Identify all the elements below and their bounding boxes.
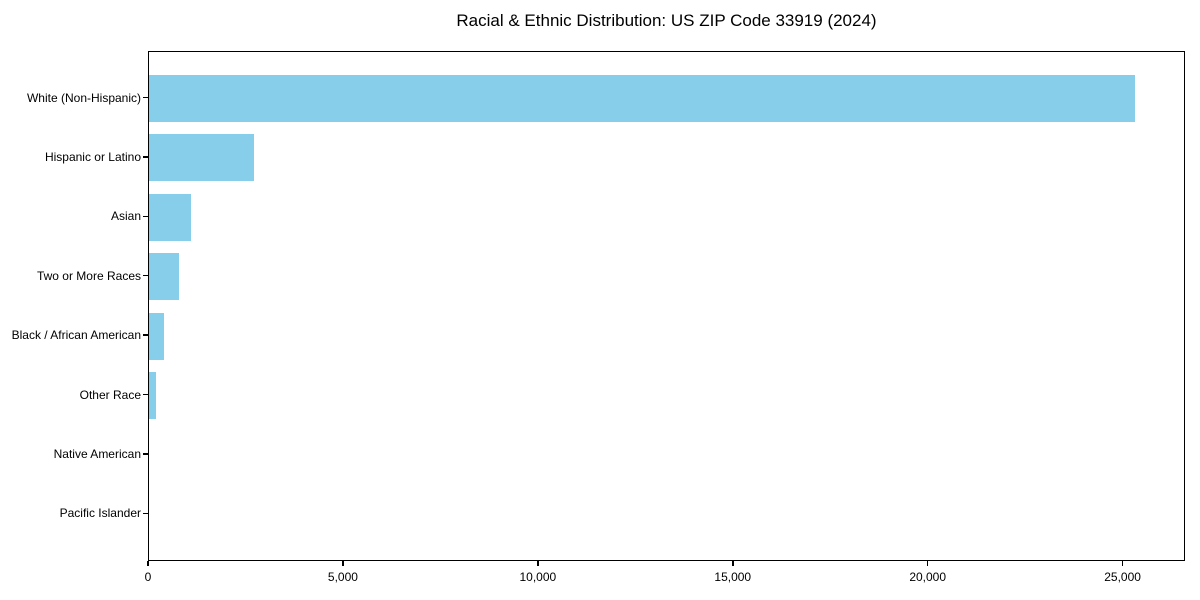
x-tick-label: 25,000 — [1104, 570, 1141, 584]
x-tick-mark — [1121, 561, 1124, 566]
y-tick-mark — [143, 512, 148, 515]
y-tick-mark — [143, 334, 148, 336]
bar-hispanic-or-latino — [149, 134, 254, 182]
bar-black-african-american — [149, 312, 164, 360]
y-tick-mark — [143, 215, 148, 218]
y-tick-label: Native American — [53, 446, 141, 461]
bar-two-or-more-races — [149, 253, 179, 301]
chart-title: Racial & Ethnic Distribution: US ZIP Cod… — [456, 11, 877, 30]
y-tick-label: Other Race — [79, 387, 141, 402]
x-tick-label: 10,000 — [519, 570, 557, 584]
x-tick-mark — [342, 561, 344, 566]
y-tick-mark — [143, 96, 148, 99]
y-tick-mark — [143, 156, 148, 158]
x-tick-mark — [537, 561, 539, 566]
y-tick-label: White (Non-Hispanic) — [26, 90, 141, 105]
x-tick-mark — [732, 561, 734, 566]
y-tick-label: Black / African American — [11, 328, 141, 343]
x-tick-label: 20,000 — [909, 570, 947, 584]
y-tick-label: Two or More Races — [36, 268, 141, 283]
bar-other-race — [149, 372, 156, 419]
y-tick-label: Hispanic or Latino — [44, 149, 141, 164]
y-tick-mark — [143, 393, 148, 396]
y-tick-label: Asian — [110, 209, 141, 224]
x-tick-label: 5,000 — [327, 570, 358, 584]
bar-asian — [149, 193, 191, 241]
x-tick-label: 15,000 — [714, 570, 752, 584]
y-tick-label: Pacific Islander — [59, 506, 141, 521]
plot-area — [148, 51, 1185, 561]
y-tick-mark — [143, 453, 148, 455]
x-tick-mark — [926, 561, 929, 566]
bar-white-non-hispanic — [149, 75, 1135, 122]
x-tick-label: 0 — [144, 570, 152, 584]
y-tick-mark — [143, 274, 148, 277]
x-tick-mark — [147, 561, 149, 566]
